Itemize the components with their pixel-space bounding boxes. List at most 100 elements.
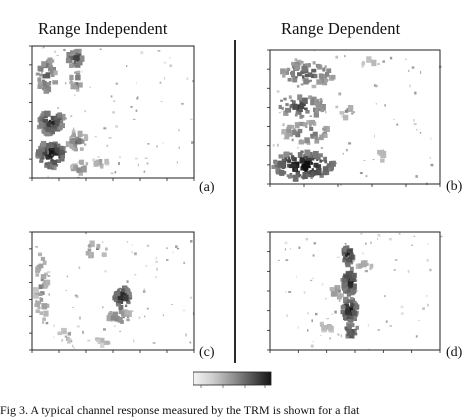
noise-speck <box>367 323 369 327</box>
intensity-cell <box>296 59 302 65</box>
intensity-cell <box>349 283 353 288</box>
intensity-cell <box>310 99 316 106</box>
intensity-cell <box>316 171 319 174</box>
intensity-cell <box>50 59 55 63</box>
intensity-cell <box>78 60 83 66</box>
intensity-cell <box>354 332 357 336</box>
intensity-cell <box>112 311 119 318</box>
noise-speck <box>144 157 148 159</box>
noise-speck <box>156 267 158 271</box>
intensity-cell <box>81 134 84 137</box>
noise-speck <box>47 175 49 178</box>
intensity-cell <box>61 339 64 342</box>
intensity-cell <box>334 285 341 292</box>
intensity-cell <box>295 76 298 79</box>
intensity-cell <box>71 129 76 134</box>
intensity-cell <box>69 81 74 84</box>
intensity-cell <box>311 84 317 89</box>
noise-speck <box>285 259 289 261</box>
intensity-cell <box>75 74 81 81</box>
intensity-cell <box>342 278 347 283</box>
intensity-cell <box>306 171 312 175</box>
intensity-cell <box>44 163 49 168</box>
intensity-cell <box>55 147 60 153</box>
noise-speck <box>407 269 410 273</box>
intensity-cell <box>72 64 76 68</box>
intensity-cell <box>351 273 357 279</box>
noise-speck <box>384 295 386 298</box>
noise-speck <box>146 307 149 310</box>
noise-speck <box>147 143 150 145</box>
noise-speck <box>298 246 301 249</box>
intensity-cell <box>303 122 308 127</box>
intensity-cell <box>346 250 349 253</box>
noise-speck <box>97 156 100 158</box>
noise-speck <box>178 146 180 149</box>
intensity-cell <box>124 288 131 293</box>
intensity-cell <box>315 63 321 68</box>
gray-colorbar <box>193 371 272 388</box>
intensity-cell <box>358 263 363 268</box>
intensity-cell <box>280 99 283 102</box>
intensity-cell <box>346 253 350 255</box>
noise-speck <box>340 334 342 338</box>
noise-speck <box>389 238 392 241</box>
intensity-cell <box>286 127 292 133</box>
noise-speck <box>363 159 366 161</box>
noise-speck <box>344 55 346 58</box>
noise-speck <box>143 288 145 292</box>
intensity-cell <box>47 57 53 64</box>
intensity-cell <box>39 158 42 161</box>
intensity-cell <box>317 170 322 174</box>
intensity-cell <box>297 94 303 101</box>
intensity-cell <box>346 315 350 319</box>
intensity-cell <box>348 306 354 312</box>
noise-speck <box>110 95 113 98</box>
intensity-cell <box>39 115 45 122</box>
noise-speck <box>340 183 342 186</box>
noise-speck <box>82 330 84 334</box>
noise-speck <box>163 61 167 64</box>
noise-speck <box>283 137 286 140</box>
noise-speck <box>427 243 429 245</box>
intensity-cell <box>313 162 319 168</box>
noise-speck <box>49 271 51 273</box>
intensity-cell <box>344 109 349 113</box>
intensity-cell <box>321 108 325 113</box>
noise-speck <box>426 259 429 262</box>
noise-speck <box>425 295 428 297</box>
noise-speck <box>134 274 137 276</box>
noise-speck <box>382 60 385 63</box>
noise-speck <box>56 55 60 57</box>
noise-speck <box>413 123 417 126</box>
noise-speck <box>110 172 114 175</box>
intensity-cell <box>44 272 49 276</box>
intensity-cell <box>344 274 350 281</box>
noise-speck <box>377 237 379 241</box>
intensity-cell <box>302 115 305 118</box>
intensity-cell <box>341 282 346 289</box>
noise-speck <box>301 78 303 81</box>
noise-speck <box>85 232 87 235</box>
intensity-cell <box>85 162 89 166</box>
intensity-cell <box>126 318 130 322</box>
noise-speck <box>405 58 407 61</box>
noise-speck <box>313 50 316 52</box>
intensity-cell <box>294 63 300 71</box>
noise-speck <box>143 170 146 173</box>
intensity-cell <box>40 140 47 147</box>
noise-speck <box>313 242 316 245</box>
noise-speck <box>71 344 74 348</box>
intensity-cell <box>127 300 130 304</box>
noise-speck <box>310 344 314 348</box>
noise-speck <box>377 63 380 65</box>
intensity-cell <box>99 337 105 344</box>
noise-speck <box>427 303 429 307</box>
intensity-cell <box>45 131 50 137</box>
noise-speck <box>190 240 193 243</box>
noise-speck <box>307 329 309 332</box>
intensity-cell <box>350 305 354 308</box>
intensity-cell <box>41 303 48 310</box>
intensity-cell <box>52 68 55 71</box>
noise-speck <box>192 80 195 83</box>
